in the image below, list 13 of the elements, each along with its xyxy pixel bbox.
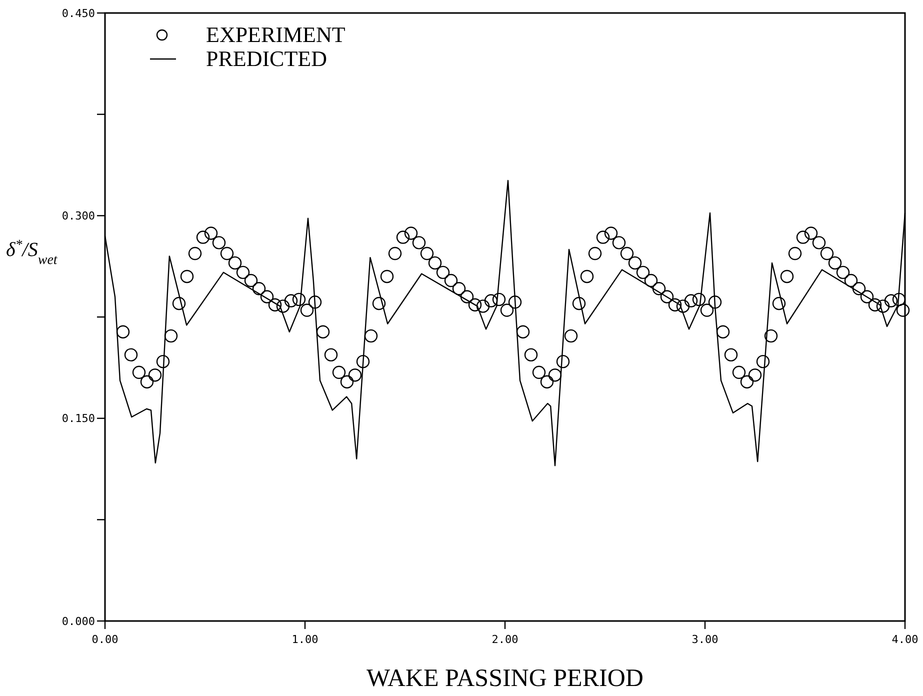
- x-tick-label: 3.00: [692, 633, 718, 646]
- x-tick-label: 1.00: [292, 633, 318, 646]
- y-tick-label: 0.450: [62, 6, 95, 20]
- y-tick-label: 0.300: [62, 210, 95, 223]
- legend-label: PREDICTED: [206, 46, 327, 71]
- x-axis-title: WAKE PASSING PERIOD: [366, 665, 644, 692]
- y-axis-title: δ$^{*}$/S$_{wet}$: [6, 238, 58, 268]
- y-tick-label: 0.150: [62, 412, 95, 426]
- y-tick-label: 0.000: [62, 614, 95, 628]
- x-tick-label: 0.00: [92, 633, 118, 646]
- x-tick-label: 4.00: [892, 633, 918, 646]
- x-tick-label: 2.00: [492, 633, 518, 646]
- legend-label: EXPERIMENT: [206, 22, 346, 47]
